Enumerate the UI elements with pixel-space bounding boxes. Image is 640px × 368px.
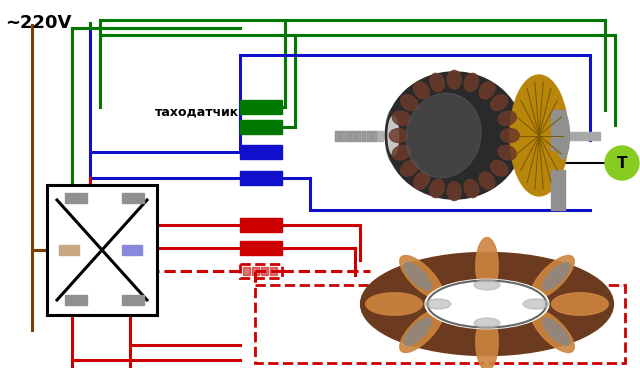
Ellipse shape	[556, 112, 570, 159]
Ellipse shape	[400, 309, 443, 353]
Bar	[240, 241, 282, 255]
Bar	[356, 131, 360, 141]
Bar	[240, 171, 282, 185]
Bar	[240, 120, 282, 134]
Ellipse shape	[430, 180, 444, 198]
Bar	[346, 131, 349, 141]
Ellipse shape	[543, 318, 570, 345]
Ellipse shape	[385, 108, 401, 163]
Bar	[351, 131, 355, 141]
Bar	[122, 295, 144, 305]
Ellipse shape	[385, 72, 523, 199]
Ellipse shape	[479, 82, 495, 99]
Ellipse shape	[531, 255, 574, 299]
Ellipse shape	[498, 111, 516, 125]
Bar	[240, 145, 282, 159]
Bar	[372, 131, 376, 141]
Ellipse shape	[543, 263, 570, 290]
Ellipse shape	[365, 293, 422, 315]
Bar	[122, 193, 144, 203]
Bar	[65, 295, 87, 305]
Ellipse shape	[430, 73, 444, 92]
Bar	[270, 267, 277, 275]
Ellipse shape	[479, 172, 495, 189]
Bar	[568, 131, 600, 139]
Ellipse shape	[523, 299, 549, 309]
Bar	[335, 131, 383, 141]
Ellipse shape	[425, 299, 451, 309]
Ellipse shape	[552, 293, 608, 315]
Bar	[243, 267, 250, 275]
Ellipse shape	[401, 160, 418, 176]
Ellipse shape	[498, 145, 516, 160]
Bar	[240, 264, 282, 278]
Bar	[551, 110, 565, 150]
Ellipse shape	[447, 182, 461, 201]
Bar	[335, 131, 339, 141]
Ellipse shape	[474, 280, 500, 290]
Ellipse shape	[464, 73, 479, 92]
Ellipse shape	[500, 128, 519, 142]
Bar	[65, 193, 87, 203]
Ellipse shape	[404, 318, 431, 345]
Bar	[551, 170, 565, 210]
Ellipse shape	[413, 172, 429, 189]
Text: T: T	[617, 156, 627, 170]
Ellipse shape	[401, 95, 418, 110]
Ellipse shape	[491, 160, 508, 176]
Bar	[122, 245, 142, 255]
Text: ~220V: ~220V	[5, 14, 72, 32]
Text: таходатчик: таходатчик	[155, 106, 239, 118]
Bar	[340, 131, 344, 141]
Ellipse shape	[400, 255, 443, 299]
Bar	[240, 100, 282, 114]
Ellipse shape	[360, 252, 613, 355]
Ellipse shape	[392, 111, 410, 125]
Ellipse shape	[474, 318, 500, 328]
Bar	[367, 131, 371, 141]
Ellipse shape	[413, 82, 429, 99]
Bar	[362, 131, 365, 141]
Bar	[255, 285, 625, 363]
Bar	[59, 245, 79, 255]
Bar	[240, 218, 282, 232]
Ellipse shape	[389, 128, 408, 142]
Ellipse shape	[392, 145, 410, 160]
Ellipse shape	[476, 314, 498, 368]
Ellipse shape	[464, 180, 479, 198]
Ellipse shape	[388, 116, 399, 155]
Bar	[47, 185, 157, 315]
Ellipse shape	[510, 75, 568, 196]
Bar	[252, 267, 259, 275]
Ellipse shape	[447, 70, 461, 89]
Circle shape	[605, 146, 639, 180]
Ellipse shape	[476, 237, 498, 294]
Bar	[261, 267, 268, 275]
Ellipse shape	[404, 263, 431, 290]
Ellipse shape	[406, 93, 481, 178]
Ellipse shape	[491, 95, 508, 110]
Ellipse shape	[425, 279, 549, 329]
Bar	[335, 58, 600, 213]
Ellipse shape	[531, 309, 574, 353]
